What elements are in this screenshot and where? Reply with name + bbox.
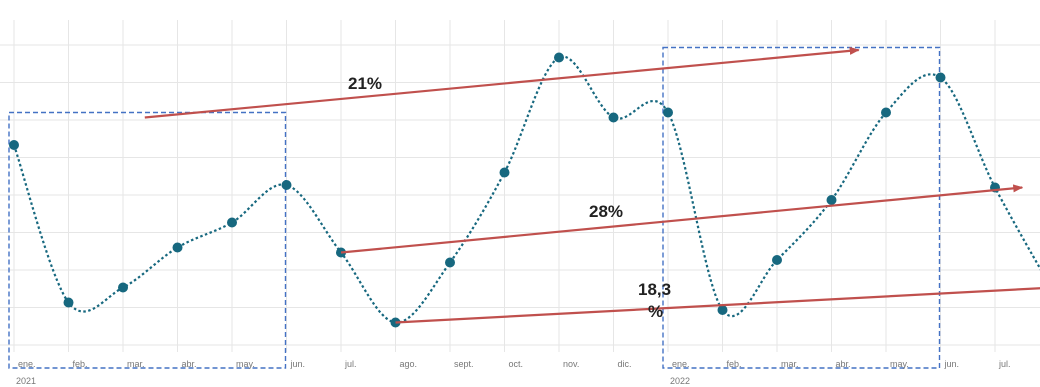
x-tick-label: mar. [127, 359, 145, 369]
trend-arrows [144, 46, 1040, 324]
data-point [608, 112, 619, 123]
trend-arrow [340, 184, 1024, 254]
grid [0, 20, 1040, 352]
data-point [118, 282, 128, 293]
annotation-label: 21% [348, 74, 382, 93]
data-point [935, 72, 946, 83]
annotation-label: 18,3% [638, 280, 671, 321]
data-point [881, 107, 891, 118]
x-tick-label: may. [236, 359, 255, 369]
data-point [9, 140, 19, 150]
annotation-labels: 21% 28% 18,3% [348, 74, 671, 321]
x-tick-label: jul. [344, 359, 357, 369]
data-points [9, 52, 1000, 328]
data-point [717, 305, 728, 315]
x-tick-label: ene. [672, 359, 690, 369]
data-point [172, 242, 183, 253]
axis-labels: ene. feb. mar. abr. may. jun. jul. ago. sept. oct… [16, 359, 1011, 386]
data-point [554, 52, 564, 63]
x-tick-label: oct. [509, 359, 524, 369]
x-tick-label: dic. [618, 359, 632, 369]
x-tick-label: abr. [182, 359, 197, 369]
highlight-box [662, 46, 941, 369]
x-tick-label: sept. [454, 359, 474, 369]
x-tick-label: jun. [290, 359, 306, 369]
x-tick-label: feb. [73, 359, 88, 369]
x-tick-label: jun. [944, 359, 960, 369]
data-point [281, 180, 292, 190]
year-label: 2021 [16, 376, 36, 386]
x-tick-label: may. [890, 359, 909, 369]
data-point [445, 257, 455, 268]
data-point [663, 107, 673, 118]
data-point [499, 167, 510, 178]
data-point [63, 297, 74, 308]
data-point [227, 217, 237, 228]
trend-arrow [144, 46, 860, 119]
highlight-box [8, 111, 287, 369]
x-tick-label: jul. [998, 359, 1011, 369]
trend-arrow [395, 287, 1040, 324]
data-point [772, 255, 782, 265]
x-tick-label: mar. [781, 359, 799, 369]
year-label: 2022 [670, 376, 690, 386]
x-tick-label: nov. [563, 359, 579, 369]
highlight-boxes [8, 46, 941, 369]
x-tick-label: abr. [836, 359, 851, 369]
data-point [826, 195, 837, 205]
x-tick-label: ago. [400, 359, 418, 369]
x-tick-label: ene. [18, 359, 36, 369]
annotation-label: 28% [589, 202, 623, 221]
x-tick-label: feb. [727, 359, 742, 369]
